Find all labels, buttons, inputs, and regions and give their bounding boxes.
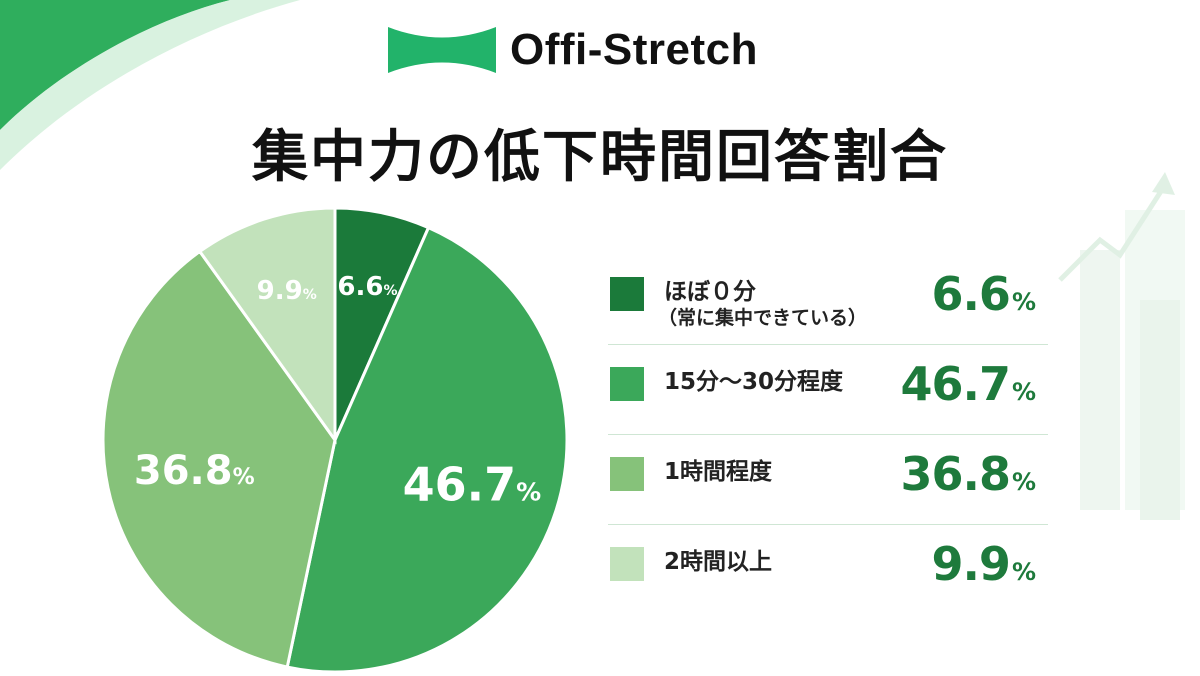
pie-label-value: 36.8	[134, 448, 233, 494]
chart-legend: ほぼ０分 （常に集中できている） 6.6% 15分〜30分程度 46.7% 1時…	[608, 255, 1048, 615]
pie-label: 9.9%	[257, 276, 317, 306]
legend-item-1-hour: 1時間程度 36.8%	[608, 435, 1048, 525]
pie-label-unit: %	[516, 478, 541, 507]
legend-value-number: 6.6	[931, 267, 1010, 321]
legend-value: 6.6%	[931, 267, 1036, 321]
legend-item-15-30-min: 15分〜30分程度 46.7%	[608, 345, 1048, 435]
page-title: 集中力の低下時間回答割合	[252, 125, 948, 190]
brand-logo: Offi-Stretch	[388, 22, 758, 78]
legend-swatch	[610, 457, 644, 491]
building-illustration	[1058, 172, 1185, 520]
legend-label: 1時間程度	[664, 459, 773, 485]
pie-slice-15-30-min	[285, 225, 569, 674]
pie-label-value: 6.6	[337, 272, 383, 302]
pie-slice-1-hour	[101, 249, 337, 669]
pie-slice-2-hours-plus	[197, 206, 337, 445]
legend-value: 36.8%	[900, 447, 1036, 501]
pie-label: 36.8%	[134, 448, 255, 494]
pie-chart: 6.6%46.7%36.8%9.9%	[101, 206, 569, 674]
pie-label-unit: %	[303, 287, 317, 303]
legend-sublabel: （常に集中できている）	[658, 307, 868, 329]
legend-swatch	[610, 547, 644, 581]
legend-value: 46.7%	[900, 357, 1036, 411]
legend-value: 9.9%	[931, 537, 1036, 591]
legend-label: ほぼ０分	[664, 279, 756, 305]
pie-label-unit: %	[383, 283, 397, 299]
top-left-swoosh-light	[0, 0, 300, 170]
legend-value-unit: %	[1011, 288, 1036, 316]
pie-label: 46.7%	[403, 458, 542, 512]
brand-name: Offi-Stretch	[510, 25, 758, 74]
legend-value-unit: %	[1011, 468, 1036, 496]
legend-item-2-hours-plus: 2時間以上 9.9%	[608, 525, 1048, 615]
pie-label: 6.6%	[337, 272, 397, 302]
legend-label: 2時間以上	[664, 549, 773, 575]
pie-label-value: 9.9	[257, 276, 303, 306]
legend-value-unit: %	[1011, 558, 1036, 586]
legend-item-almost-zero: ほぼ０分 （常に集中できている） 6.6%	[608, 255, 1048, 345]
brand-mark-icon	[388, 27, 496, 73]
legend-label: 15分〜30分程度	[664, 369, 844, 395]
legend-value-number: 9.9	[931, 537, 1010, 591]
pie-label-unit: %	[233, 465, 255, 490]
legend-swatch	[610, 277, 644, 311]
legend-value-number: 46.7	[900, 357, 1010, 411]
top-left-swoosh	[0, 0, 230, 130]
legend-value-number: 36.8	[900, 447, 1010, 501]
pie-label-value: 46.7	[403, 458, 517, 512]
legend-swatch	[610, 367, 644, 401]
legend-value-unit: %	[1011, 378, 1036, 406]
